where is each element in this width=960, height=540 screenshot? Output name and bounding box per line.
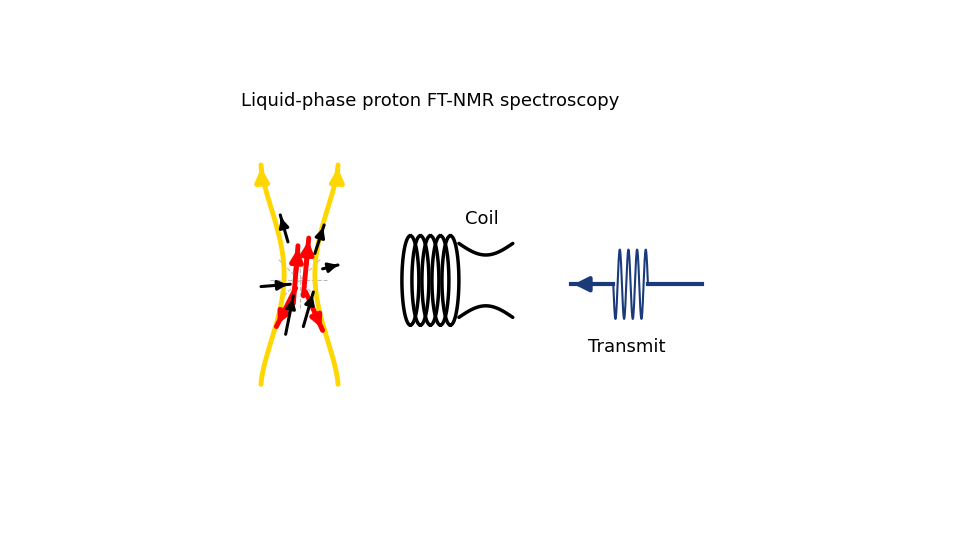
Text: Coil: Coil: [465, 210, 499, 228]
Text: Transmit: Transmit: [588, 338, 665, 356]
Text: Liquid-phase proton FT-NMR spectroscopy: Liquid-phase proton FT-NMR spectroscopy: [241, 92, 619, 110]
